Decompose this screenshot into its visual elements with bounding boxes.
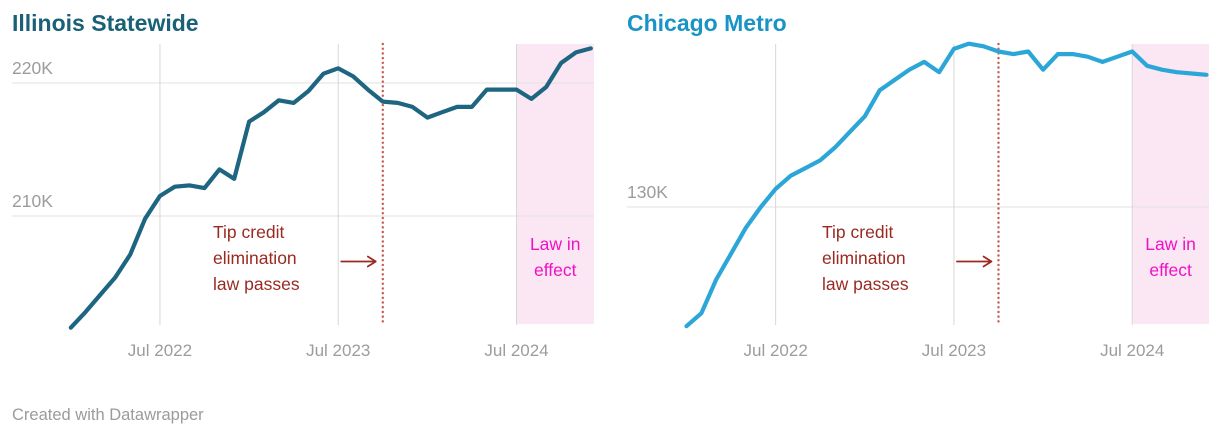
y-axis-label: 210K [12, 190, 53, 211]
y-axis-label: 220K [12, 57, 53, 78]
annotation-line: elimination [213, 248, 297, 268]
annotation-arrow-icon [340, 255, 377, 268]
x-axis-tick-label: Jul 2023 [921, 341, 987, 360]
annotation-line: Law in [1145, 234, 1196, 254]
annotation-line: Tip credit [213, 222, 285, 242]
datawrapper-credit: Created with Datawrapper [12, 406, 204, 424]
law-in-effect-annotation: Law in effect [490, 231, 620, 283]
annotation-arrow-icon [956, 255, 993, 268]
annotation-line: law passes [822, 274, 909, 294]
law-in-effect-shade [1132, 44, 1209, 324]
law-passes-annotation: Tip credit elimination law passes [822, 219, 909, 297]
annotation-line: law passes [213, 274, 300, 294]
x-axis-tick-label: Jul 2022 [127, 341, 193, 360]
annotation-line: elimination [822, 248, 906, 268]
chart-title: Illinois Statewide [12, 10, 199, 36]
annotation-line: Tip credit [822, 222, 894, 242]
data-line [68, 46, 593, 330]
annotation-line: Law in [529, 234, 581, 254]
law-passes-annotation: Tip credit elimination law passes [213, 219, 300, 297]
law-in-effect-annotation: Law in effect [1106, 231, 1220, 283]
law-in-effect-shade [516, 44, 594, 324]
annotation-line: effect [534, 260, 577, 280]
x-axis-tick-label: Jul 2024 [484, 341, 549, 360]
x-axis-tick-label: Jul 2023 [306, 341, 371, 360]
x-axis-tick-label: Jul 2022 [743, 341, 808, 360]
annotation-line: effect [1149, 260, 1192, 280]
data-line [684, 41, 1209, 329]
y-axis-label: 130K [627, 181, 668, 202]
chart-title: Chicago Metro [627, 10, 787, 36]
x-axis-tick-label: Jul 2024 [1100, 341, 1165, 360]
